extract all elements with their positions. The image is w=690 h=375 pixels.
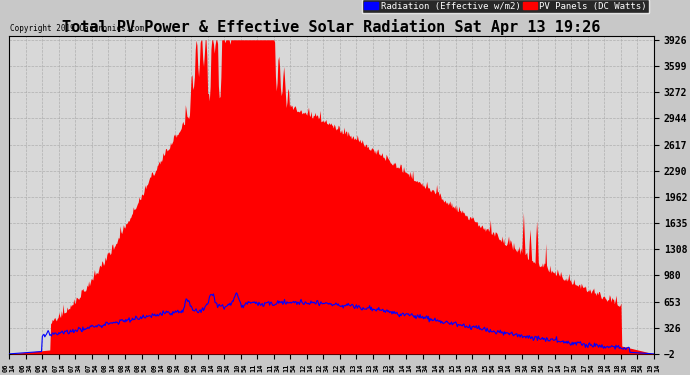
Text: Copyright 2019 Cartronics.com: Copyright 2019 Cartronics.com [10, 24, 144, 33]
Legend: Radiation (Effective w/m2), PV Panels (DC Watts): Radiation (Effective w/m2), PV Panels (D… [362, 0, 649, 13]
Title: Total PV Power & Effective Solar Radiation Sat Apr 13 19:26: Total PV Power & Effective Solar Radiati… [63, 19, 601, 34]
